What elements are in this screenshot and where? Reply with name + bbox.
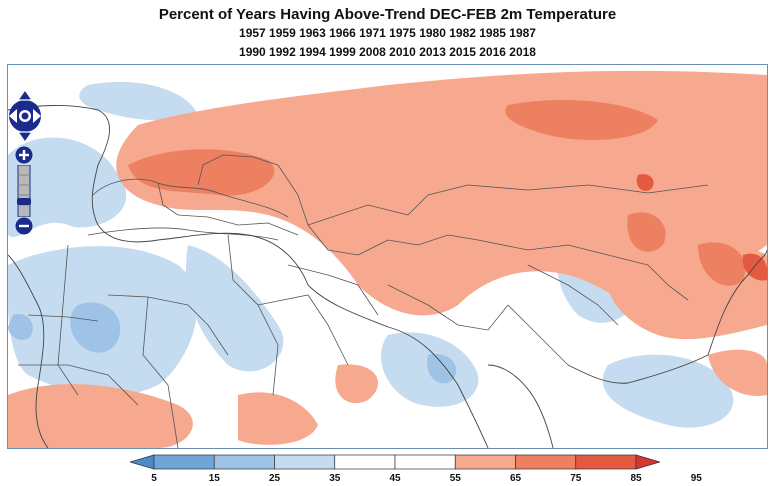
legend-tick-label: 85: [630, 473, 642, 484]
years-line-2: 1990 1992 1994 1999 2008 2010 2013 2015 …: [239, 45, 536, 59]
years-line-1: 1957 1959 1963 1966 1971 1975 1980 1982 …: [239, 26, 536, 40]
coastlines: [8, 105, 767, 448]
pan-up-icon[interactable]: [16, 88, 34, 101]
legend-tick-label: 35: [329, 473, 341, 484]
legend-arrow-high: [635, 454, 660, 470]
zoom-slider-handle[interactable]: [17, 198, 31, 205]
zoom-slider[interactable]: [17, 165, 31, 217]
map-panel[interactable]: [7, 64, 768, 449]
legend-tick-label: 15: [208, 473, 220, 484]
zoom-in-button[interactable]: [15, 146, 33, 164]
legend-tick-label: 5: [151, 473, 157, 484]
color-legend: [130, 454, 660, 470]
country-borders: [18, 154, 709, 448]
legend-tick-label: 25: [268, 473, 281, 484]
legend-tick-label: 75: [570, 473, 582, 484]
zoom-out-button[interactable]: [15, 217, 33, 235]
map-canvas[interactable]: [8, 65, 767, 448]
legend-swatch: [334, 454, 396, 470]
legend-swatch: [454, 454, 516, 470]
pan-left-icon[interactable]: [9, 109, 17, 123]
legend-swatch: [213, 454, 275, 470]
legend-swatches: [130, 454, 660, 470]
below-trend-core: [8, 302, 457, 384]
legend-swatch: [394, 454, 456, 470]
legend-tick-label: 95: [690, 473, 702, 484]
pan-right-icon[interactable]: [33, 109, 41, 123]
map-title: Percent of Years Having Above-Trend DEC-…: [158, 6, 617, 23]
legend-tick-label: 45: [389, 473, 401, 484]
legend-arrow-low: [130, 454, 155, 470]
legend-tick-label: 65: [509, 473, 522, 484]
pan-control[interactable]: [7, 87, 43, 145]
legend-swatch: [515, 454, 577, 470]
legend-swatch: [575, 454, 637, 470]
pan-down-icon[interactable]: [16, 131, 34, 144]
above-trend-core: [128, 100, 746, 286]
legend-swatch: [274, 454, 336, 470]
legend-tick-label: 55: [449, 473, 461, 484]
legend-swatch: [153, 454, 215, 470]
